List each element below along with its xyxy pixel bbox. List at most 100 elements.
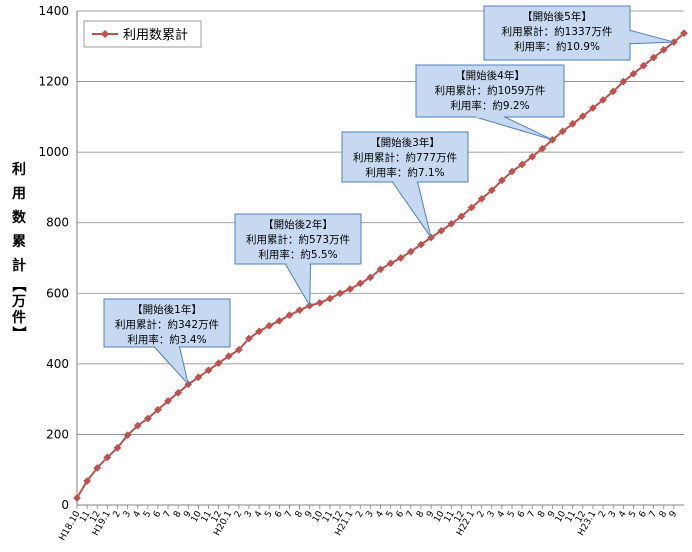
data-point <box>406 247 415 256</box>
x-tick-label: 8 <box>658 509 670 519</box>
x-tick-label: 6 <box>395 509 407 519</box>
callout-line: 利用率：約10.9% <box>514 40 600 53</box>
x-tick-label: 3 <box>364 510 376 520</box>
x-tick-label: 12 <box>88 510 102 525</box>
x-tick-label: 8 <box>172 509 184 519</box>
data-point <box>103 453 112 462</box>
x-tick-label: 2 <box>233 510 245 520</box>
x-tick-label: 6 <box>152 509 164 519</box>
data-point <box>609 87 618 96</box>
data-point <box>275 316 284 325</box>
data-point <box>245 334 253 343</box>
data-point <box>93 463 102 472</box>
y-label-char: 万 <box>11 294 26 310</box>
callout-line: 【開始後1年】 <box>132 303 202 316</box>
data-point <box>214 359 223 368</box>
x-tick-label: 3 <box>122 510 134 520</box>
x-tick-label: 7 <box>162 510 174 520</box>
callout-line: 【開始後4年】 <box>455 69 525 82</box>
data-point <box>153 405 162 414</box>
data-point <box>336 289 344 298</box>
data-point <box>487 186 496 195</box>
data-point <box>649 53 658 62</box>
data-point <box>164 396 173 405</box>
data-point <box>143 414 152 423</box>
data-point <box>558 127 567 136</box>
x-tick-label: 4 <box>496 509 508 519</box>
callout-line: 利用累計：約573万件 <box>246 233 350 246</box>
data-point <box>346 285 355 294</box>
x-tick-label: 7 <box>526 510 538 520</box>
callout-line: 利用率：約9.2% <box>450 99 529 112</box>
data-point <box>396 254 405 262</box>
callout-line: 利用率：約3.4% <box>127 333 206 346</box>
x-tick-label: 5 <box>142 510 154 520</box>
x-tick-label: 2 <box>597 510 609 520</box>
x-tick-label: 11 <box>443 510 457 525</box>
x-tick-label: 2 <box>476 510 488 520</box>
data-point <box>538 144 547 153</box>
x-tick-label: 7 <box>405 510 417 520</box>
data-point <box>437 226 446 235</box>
x-tick-label: 11 <box>78 510 92 525</box>
x-tick-label: 12 <box>453 510 467 525</box>
data-point <box>174 388 183 397</box>
gridlines <box>77 10 684 506</box>
x-tick-label: 5 <box>506 510 518 520</box>
data-point <box>528 152 537 161</box>
data-point <box>457 212 466 221</box>
x-tick-label: 5 <box>385 510 397 520</box>
data-point <box>204 366 213 375</box>
x-tick-label: 5 <box>263 510 275 520</box>
data-point <box>417 240 425 249</box>
x-tick-label: 6 <box>516 509 528 519</box>
callout-pointer <box>475 116 553 141</box>
data-point <box>588 104 597 112</box>
x-tick-label: 4 <box>253 509 265 519</box>
data-point <box>224 352 233 361</box>
callouts: 【開始後1年】利用累計：約342万件利用率：約3.4%【開始後2年】利用累計：約… <box>103 5 675 387</box>
callout-line: 【開始後2年】 <box>263 218 333 231</box>
callout-line: 利用累計：約777万件 <box>353 151 457 164</box>
x-tick-label: 11 <box>564 510 578 525</box>
data-point <box>285 311 294 320</box>
x-tick-label: H18.10 <box>58 509 83 542</box>
data-point <box>83 477 92 485</box>
x-tick-label: 3 <box>607 510 619 520</box>
x-tick-label: 9 <box>425 509 437 519</box>
callout-line: 【開始後5年】 <box>522 10 592 23</box>
y-label-char: 計 <box>12 257 26 274</box>
x-axis: H18.101112H19.123456789101112H20.1234567… <box>58 505 680 543</box>
data-point <box>568 119 577 128</box>
data-point <box>315 298 324 307</box>
data-point <box>133 421 142 430</box>
x-tick-label: 3 <box>243 510 255 520</box>
y-tick-label: 1400 <box>38 4 69 18</box>
y-label-char: 数 <box>12 209 27 226</box>
data-point <box>629 69 638 78</box>
data-point <box>578 112 587 121</box>
data-point <box>295 306 304 315</box>
data-point <box>356 279 365 288</box>
callout-pointer <box>629 29 675 45</box>
y-tick-label: 400 <box>46 357 69 371</box>
x-tick-label: 8 <box>415 509 427 519</box>
callout-box <box>103 298 231 348</box>
y-label-char: 用 <box>12 186 26 202</box>
callout-line: 【開始後3年】 <box>370 136 440 149</box>
data-point <box>619 77 628 86</box>
x-tick-label: 7 <box>648 510 660 520</box>
data-point <box>467 203 476 212</box>
x-tick-label: 6 <box>273 509 285 519</box>
data-point <box>73 493 81 502</box>
callout-pointer <box>153 346 190 387</box>
y-axis-label: 利用数累計【万件】 <box>10 161 27 340</box>
y-label-char: 利 <box>12 161 26 178</box>
callout-pointer <box>391 181 432 238</box>
data-point <box>265 321 274 330</box>
data-point <box>386 259 395 268</box>
